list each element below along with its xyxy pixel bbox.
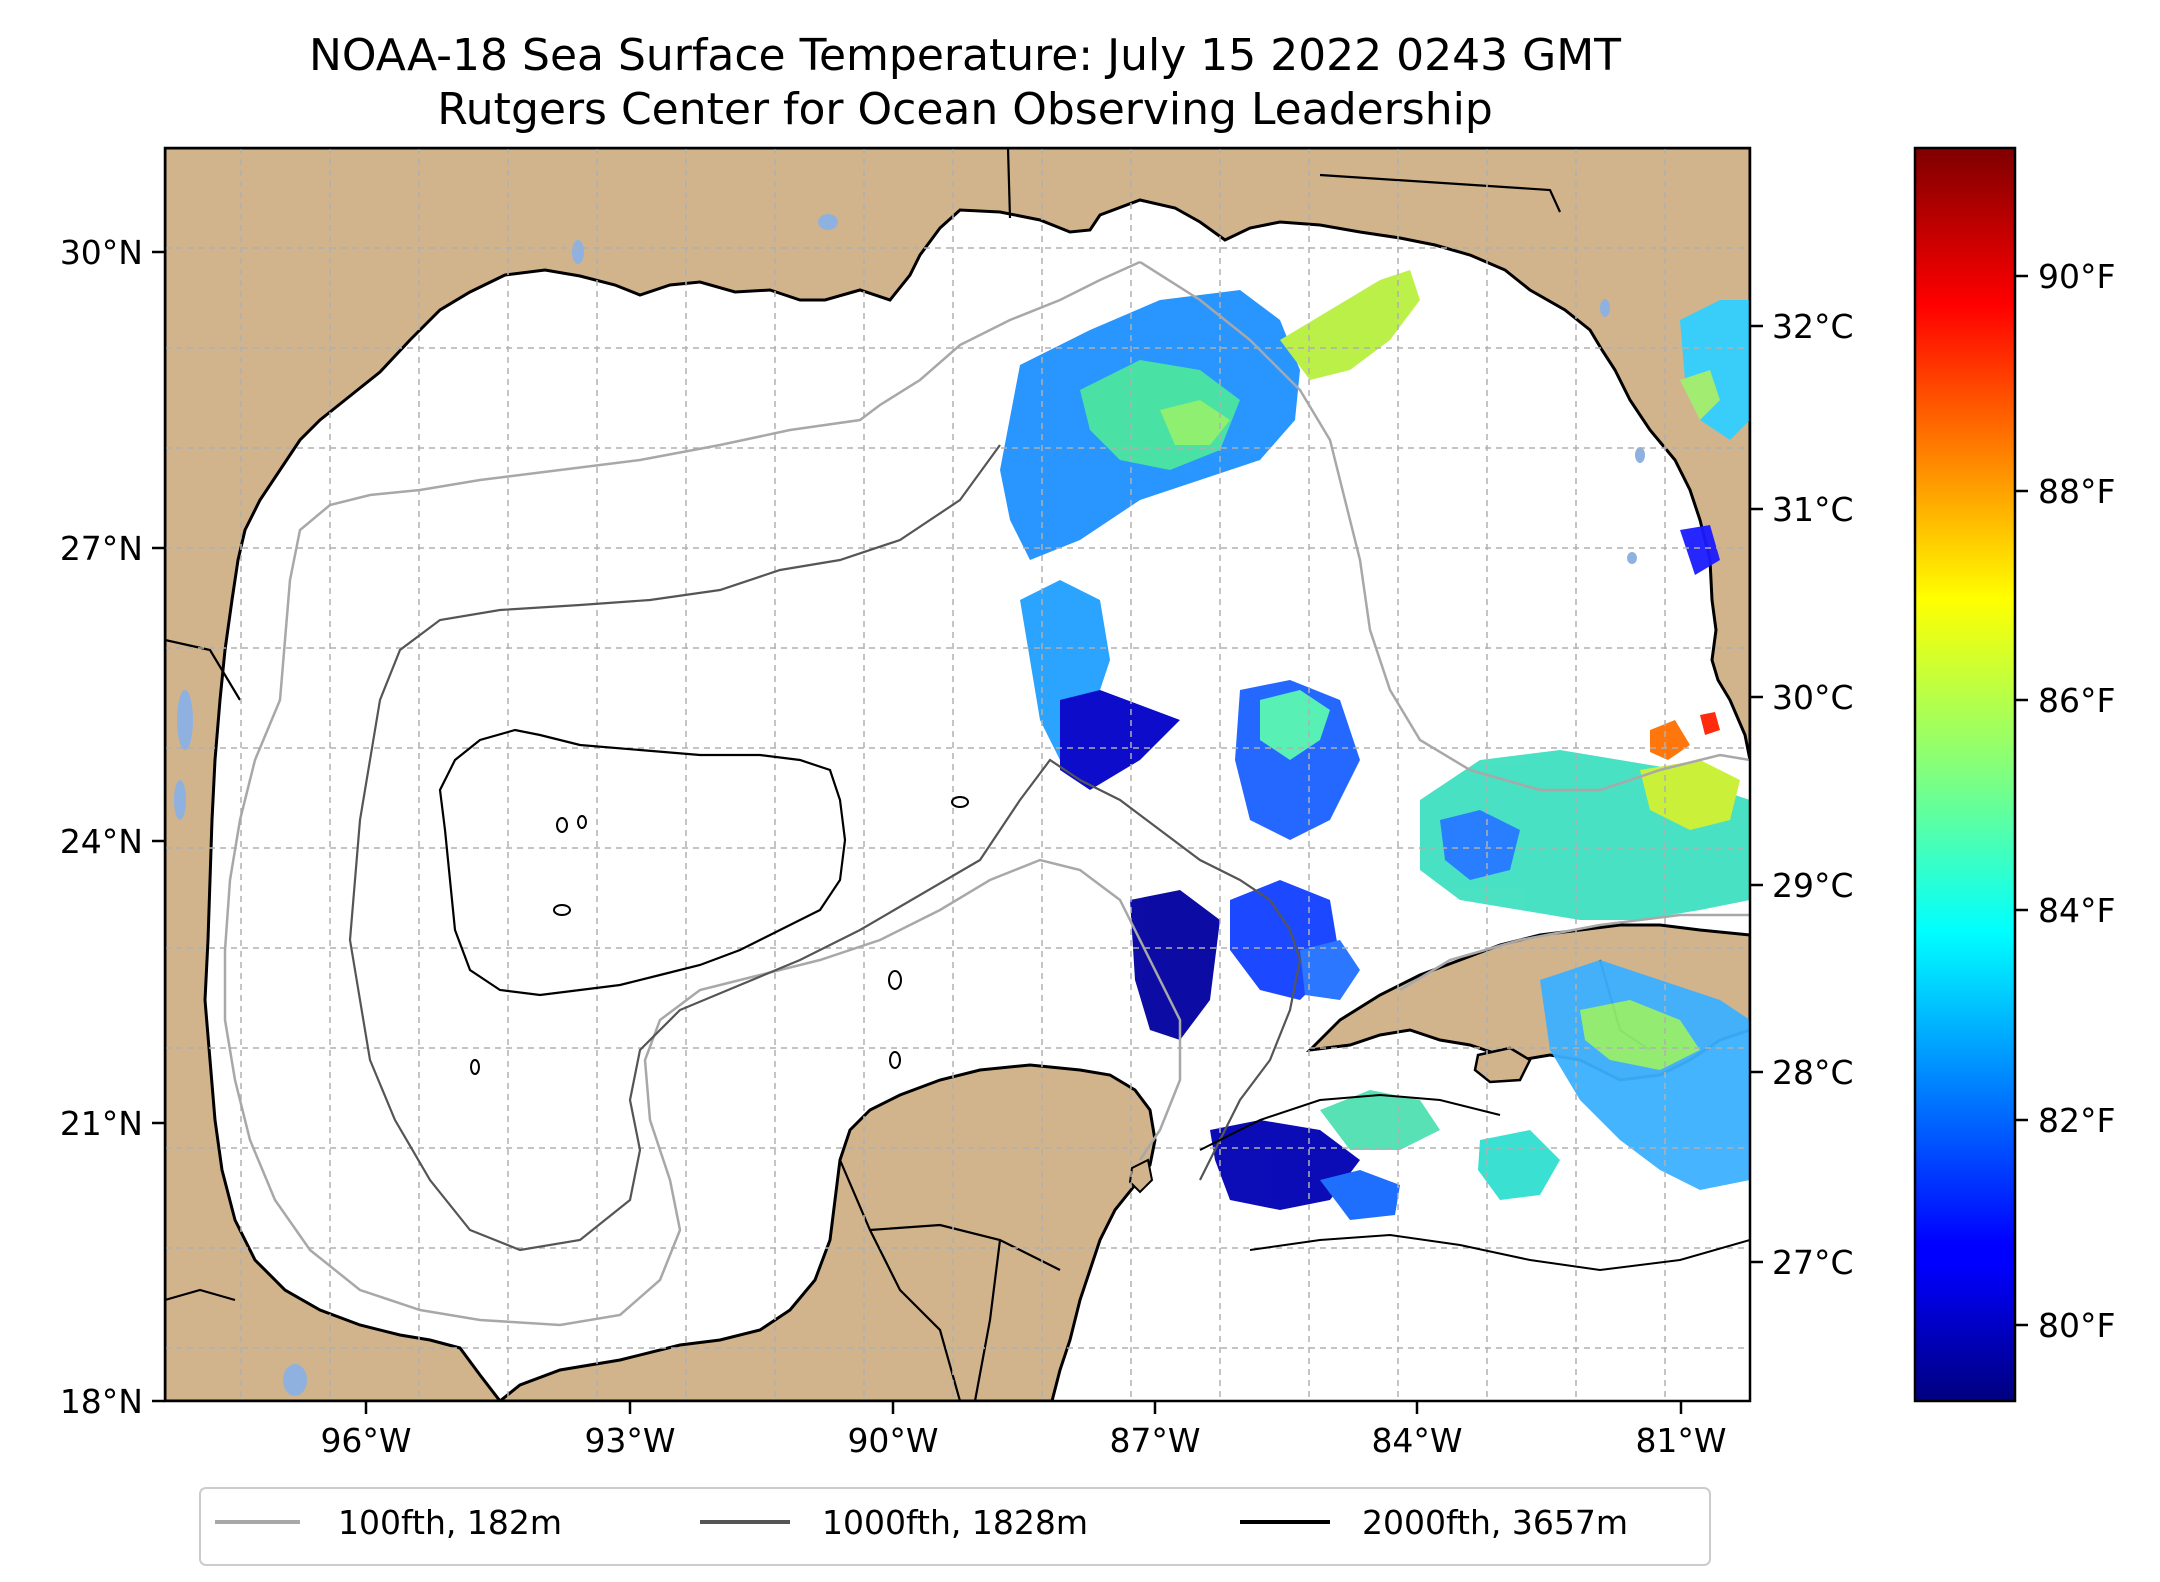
legend: 100fth, 182m 1000fth, 1828m 2000fth, 365… [199,1487,1711,1566]
lon-label: 87°W [1109,1421,1200,1460]
borders [165,148,1651,1401]
fahrenheit-tick-marks [2015,274,2028,1327]
fahrenheit-label: 90°F [2038,257,2115,296]
celsius-label: 29°C [1772,866,1854,905]
celsius-label: 31°C [1772,490,1854,529]
fahrenheit-label: 80°F [2038,1306,2115,1345]
fahrenheit-label: 86°F [2038,681,2115,720]
fahrenheit-label: 88°F [2038,472,2115,511]
lat-label: 24°N [60,822,143,861]
celsius-tick-marks [1750,324,1763,1264]
map-frame [163,146,1752,1403]
celsius-label: 28°C [1772,1053,1854,1092]
legend-label-1000fth: 1000fth, 1828m [822,1503,1088,1542]
legend-label-100fth: 100fth, 182m [338,1503,562,1542]
contour-1000fth [348,444,1302,1252]
lon-tick-marks [364,1401,1683,1414]
lon-label: 93°W [584,1421,675,1460]
lakes [174,214,1645,1396]
contour-100fth-east [1139,260,1750,992]
celsius-label: 32°C [1772,307,1854,346]
lat-label: 30°N [60,233,143,272]
contour-100fth [223,260,1182,1327]
lat-label: 21°N [60,1104,143,1143]
lat-tick-marks [152,250,165,1403]
map-title: NOAA-18 Sea Surface Temperature: July 15… [308,30,1622,81]
contour-2000fth [438,728,847,997]
contour-2000fth-islands [470,796,1750,1272]
lon-label: 96°W [320,1421,411,1460]
land-us-gulf-coast [165,148,1750,1401]
lat-label: 27°N [60,529,143,568]
celsius-label: 27°C [1772,1243,1854,1282]
lon-label: 81°W [1635,1421,1726,1460]
land-cozumel [1128,1158,1154,1194]
celsius-label: 30°C [1772,678,1854,717]
lon-label: 90°W [847,1421,938,1460]
legend-label-2000fth: 2000fth, 3657m [1362,1503,1628,1542]
colorbar [1913,146,2017,1403]
fahrenheit-label: 84°F [2038,891,2115,930]
map-subtitle: Rutgers Center for Ocean Observing Leade… [437,84,1493,135]
gridlines [165,148,1750,1401]
fahrenheit-label: 82°F [2038,1101,2115,1140]
lat-label: 18°N [60,1382,143,1421]
lon-label: 84°W [1371,1421,1462,1460]
